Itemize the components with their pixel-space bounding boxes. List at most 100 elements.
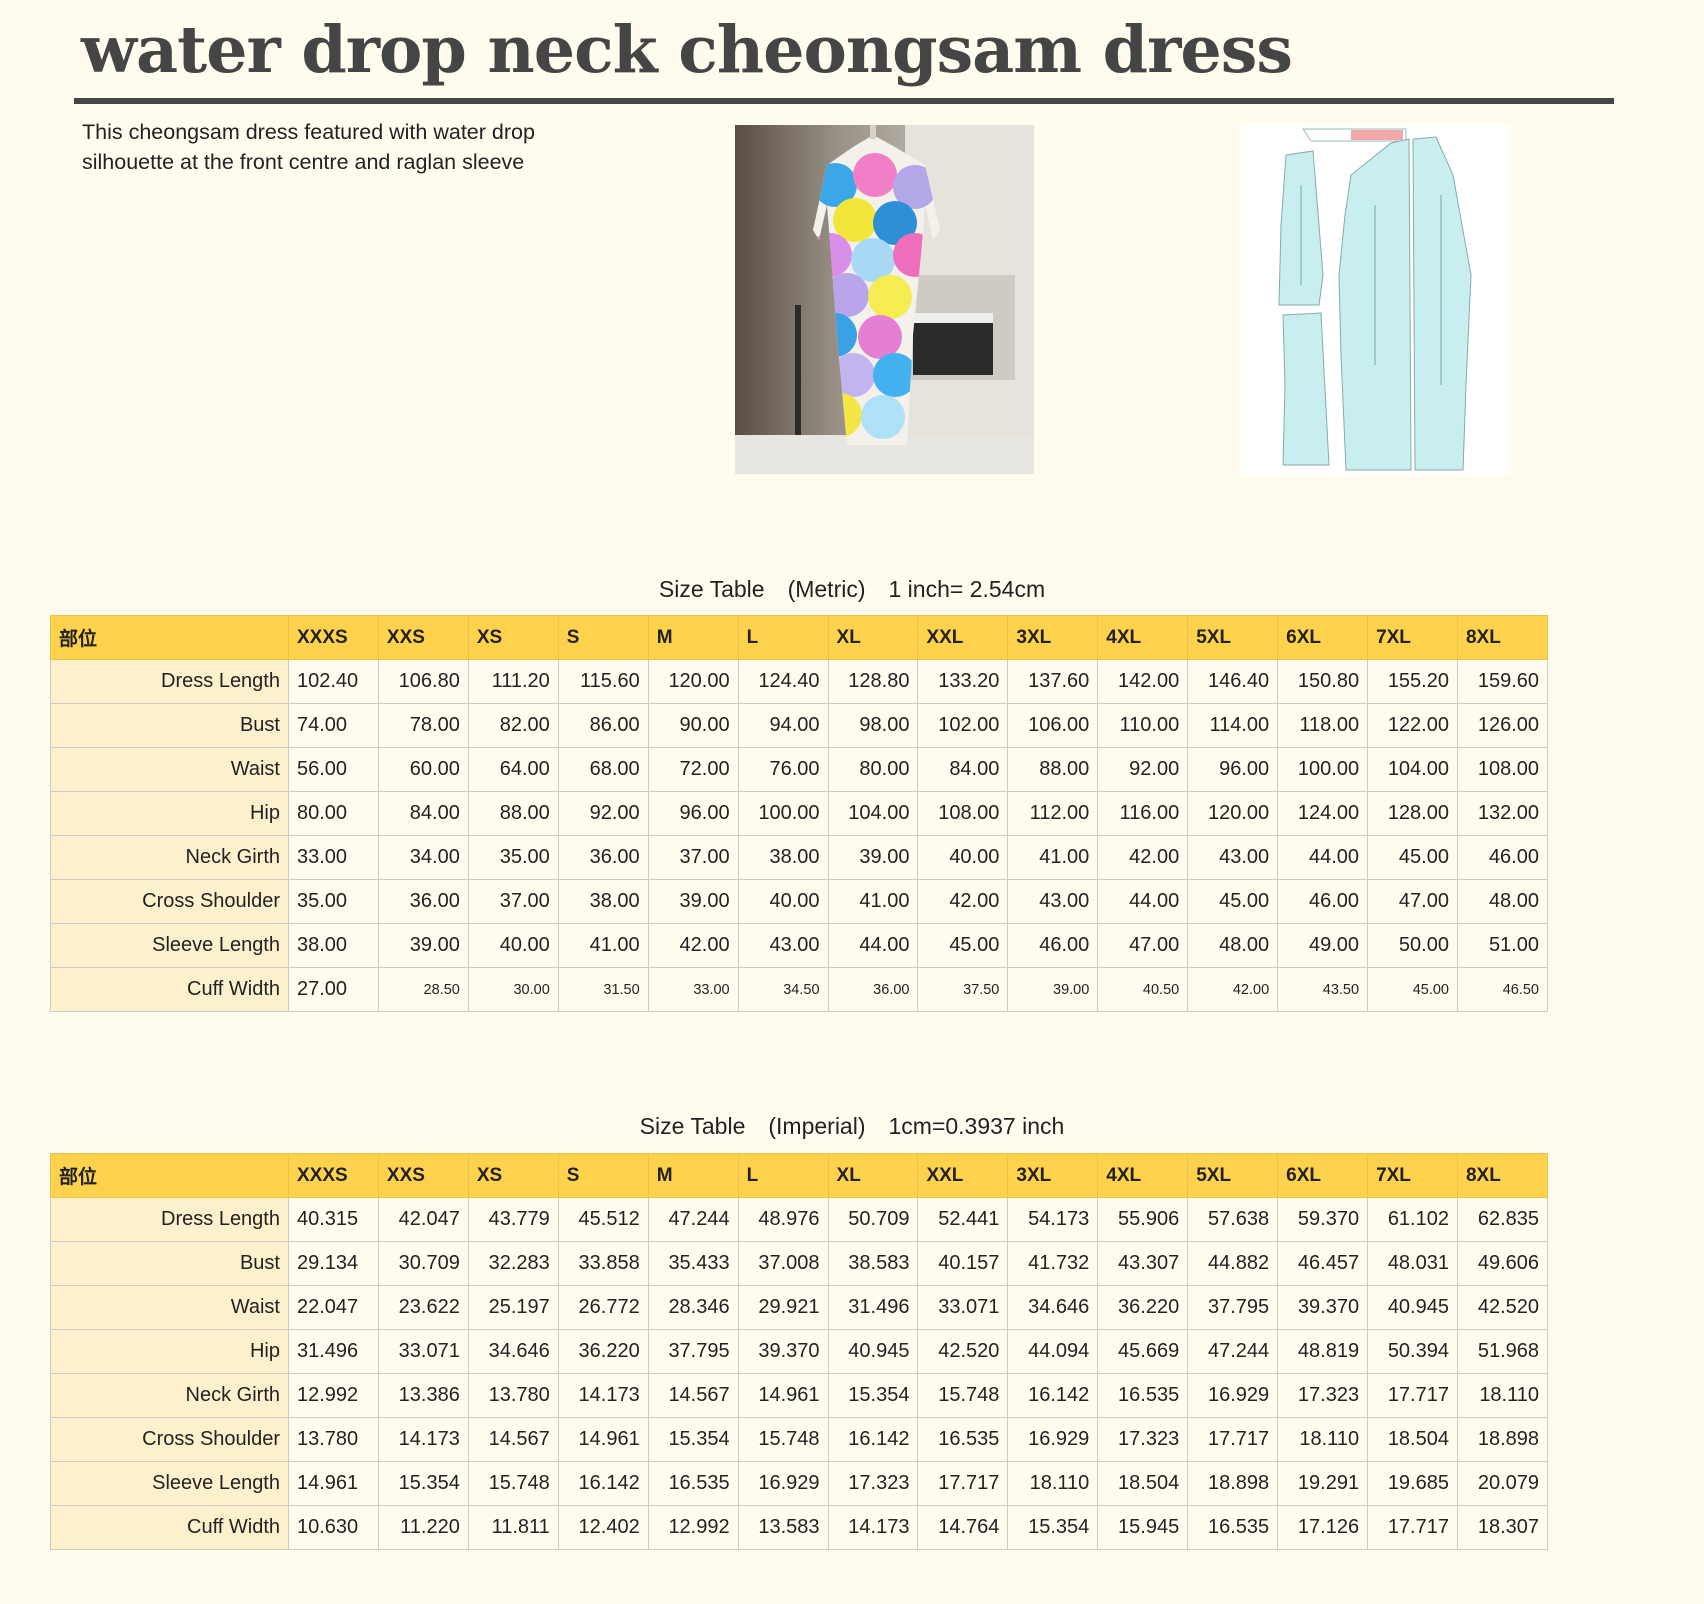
table-row: Cross Shoulder 35.00 36.00 37.00 38.00 39.00 4…	[50, 879, 1549, 924]
table-cell: 37.008	[737, 1241, 829, 1286]
table-cell: 37.00	[647, 835, 739, 880]
table-cell: 100.00	[1277, 747, 1369, 792]
table-cell: 57.638	[1187, 1197, 1279, 1242]
table-cell: 33.00	[647, 967, 739, 1012]
column-header-size: XS	[467, 615, 559, 660]
column-header-size: XXS	[377, 1153, 469, 1198]
table-cell: 55.906	[1097, 1197, 1189, 1242]
table-cell: 17.717	[1187, 1417, 1279, 1462]
column-header-size: XL	[827, 615, 919, 660]
table-cell: 46.50	[1456, 967, 1549, 1012]
table-cell: 31.496	[827, 1285, 919, 1330]
table-cell: 15.354	[377, 1461, 469, 1506]
table-cell: 14.567	[467, 1417, 559, 1462]
table-cell: 46.457	[1277, 1241, 1369, 1286]
table-cell: 19.291	[1277, 1461, 1369, 1506]
table-cell: 45.00	[1367, 835, 1458, 880]
table-cell: 16.535	[647, 1461, 739, 1506]
table-cell: 13.386	[377, 1373, 469, 1418]
table-cell: 18.110	[1456, 1373, 1549, 1418]
table-cell: 47.244	[647, 1197, 739, 1242]
table-cell: 35.00	[288, 879, 379, 924]
table-cell: 40.00	[917, 835, 1009, 880]
table-cell: 124.40	[737, 659, 829, 704]
metric-table-caption: Size Table (Metric) 1 inch= 2.54cm	[658, 576, 1046, 602]
table-cell: 15.945	[1097, 1505, 1189, 1550]
table-cell: 15.354	[647, 1417, 739, 1462]
table-cell: 47.00	[1097, 923, 1189, 968]
table-cell: 54.173	[1007, 1197, 1099, 1242]
table-cell: 18.110	[1007, 1461, 1099, 1506]
table-cell: 45.00	[1367, 967, 1458, 1012]
imperial-size-table: 部位 XXXS XXS XS S M L XL XXL 3XL 4XL 5XL 6XL 7XL 8XL Dr…	[50, 1153, 1549, 1550]
row-label: Hip	[50, 791, 289, 836]
table-cell: 42.520	[917, 1329, 1009, 1374]
table-cell: 64.00	[467, 747, 559, 792]
table-cell: 102.40	[288, 659, 379, 704]
table-cell: 36.00	[557, 835, 649, 880]
table-cell: 100.00	[737, 791, 829, 836]
table-cell: 43.307	[1097, 1241, 1189, 1286]
table-cell: 52.441	[917, 1197, 1009, 1242]
table-cell: 92.00	[557, 791, 649, 836]
table-cell: 62.835	[1456, 1197, 1549, 1242]
table-cell: 108.00	[917, 791, 1009, 836]
table-cell: 45.669	[1097, 1329, 1189, 1374]
table-cell: 44.882	[1187, 1241, 1279, 1286]
column-header-size: 6XL	[1277, 615, 1369, 660]
table-cell: 72.00	[647, 747, 739, 792]
table-cell: 19.685	[1367, 1461, 1458, 1506]
table-row: Neck Girth 33.00 34.00 35.00 36.00 37.00 38.00…	[50, 835, 1549, 880]
table-cell: 18.504	[1367, 1417, 1458, 1462]
table-cell: 33.00	[288, 835, 379, 880]
table-cell: 31.496	[288, 1329, 379, 1374]
table-cell: 159.60	[1456, 659, 1549, 704]
table-cell: 16.142	[827, 1417, 919, 1462]
row-label: Waist	[50, 747, 289, 792]
table-cell: 12.402	[557, 1505, 649, 1550]
table-cell: 38.00	[288, 923, 379, 968]
column-header-size: L	[737, 615, 829, 660]
column-header-size: M	[647, 615, 739, 660]
table-cell: 40.945	[1367, 1285, 1458, 1330]
table-cell: 40.157	[917, 1241, 1009, 1286]
table-cell: 44.00	[1097, 879, 1189, 924]
table-cell: 102.00	[917, 703, 1009, 748]
row-label: Neck Girth	[50, 835, 289, 880]
table-cell: 78.00	[377, 703, 469, 748]
table-cell: 111.20	[467, 659, 559, 704]
column-header-size: L	[737, 1153, 829, 1198]
table-cell: 17.717	[1367, 1373, 1458, 1418]
column-header-size: 4XL	[1097, 615, 1189, 660]
table-cell: 14.173	[557, 1373, 649, 1418]
table-cell: 137.60	[1007, 659, 1099, 704]
table-cell: 84.00	[917, 747, 1009, 792]
table-cell: 49.00	[1277, 923, 1369, 968]
table-cell: 17.126	[1277, 1505, 1369, 1550]
table-cell: 150.80	[1277, 659, 1369, 704]
cheongsam-photo	[735, 125, 1034, 474]
column-header-size: XXL	[917, 1153, 1009, 1198]
table-row: Waist 56.00 60.00 64.00 68.00 72.00 76.00 80.00…	[50, 747, 1549, 792]
table-cell: 16.142	[557, 1461, 649, 1506]
column-header-size: 3XL	[1007, 615, 1099, 660]
table-cell: 14.961	[737, 1373, 829, 1418]
table-cell: 39.370	[737, 1329, 829, 1374]
table-row: Neck Girth 12.992 13.386 13.780 14.173 14.567…	[50, 1373, 1549, 1418]
column-header-size: XL	[827, 1153, 919, 1198]
table-cell: 38.583	[827, 1241, 919, 1286]
table-cell: 14.567	[647, 1373, 739, 1418]
table-cell: 49.606	[1456, 1241, 1549, 1286]
table-cell: 14.961	[288, 1461, 379, 1506]
table-cell: 128.00	[1367, 791, 1458, 836]
table-cell: 46.00	[1456, 835, 1549, 880]
table-cell: 59.370	[1277, 1197, 1369, 1242]
row-label: Sleeve Length	[50, 923, 289, 968]
column-header-size: XXXS	[288, 1153, 379, 1198]
table-cell: 10.630	[288, 1505, 379, 1550]
table-cell: 16.929	[737, 1461, 829, 1506]
column-header-size: 5XL	[1187, 1153, 1279, 1198]
table-cell: 14.764	[917, 1505, 1009, 1550]
column-header-size: XS	[467, 1153, 559, 1198]
table-cell: 76.00	[737, 747, 829, 792]
